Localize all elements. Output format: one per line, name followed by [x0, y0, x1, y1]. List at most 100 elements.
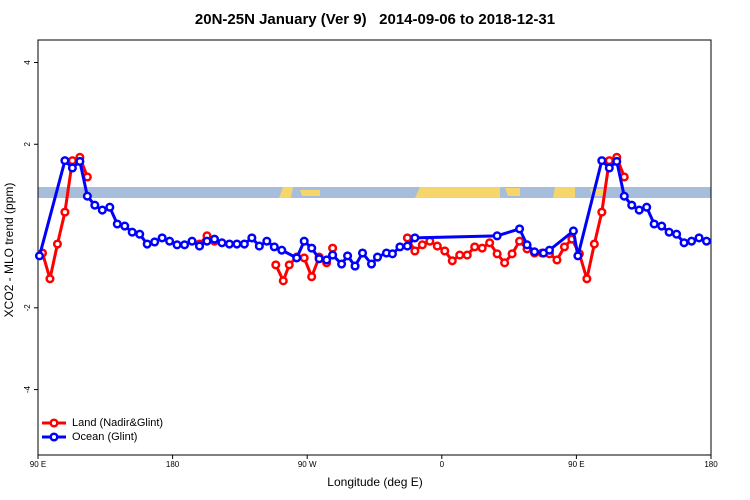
legend-label: Land (Nadir&Glint) [72, 417, 163, 429]
data-point [672, 229, 682, 239]
y-tick-label: 2 [23, 141, 32, 146]
data-point [157, 233, 167, 243]
plot-frame [37, 39, 712, 456]
data-point [194, 241, 205, 251]
data-point [529, 247, 540, 257]
data-point [247, 233, 257, 243]
data-point [447, 256, 457, 266]
data-point [500, 258, 510, 268]
data-point [515, 236, 525, 246]
data-point [410, 233, 420, 243]
data-point [322, 255, 332, 265]
data-point [432, 241, 442, 251]
data-point [582, 274, 592, 284]
data-point [417, 240, 427, 250]
data-point [271, 260, 281, 270]
data-point [337, 259, 347, 269]
data-point [395, 242, 405, 252]
data-point [343, 251, 353, 261]
data-point [679, 238, 689, 248]
data-point [657, 221, 667, 231]
data-point [604, 163, 614, 173]
data-point [202, 236, 212, 246]
legend-marker [49, 432, 59, 442]
data-point [307, 243, 317, 253]
x-tick-label: 180 [704, 460, 718, 469]
data-point [90, 200, 100, 210]
data-point [278, 276, 288, 286]
data-point [292, 253, 302, 263]
data-point [224, 239, 234, 249]
data-point [67, 163, 77, 173]
data-point [522, 240, 532, 250]
data-point [627, 200, 637, 210]
data-point [232, 239, 242, 249]
data-point [687, 236, 697, 246]
data-point [105, 202, 115, 212]
x-tick-label: 90 E [30, 460, 46, 469]
data-point [387, 249, 397, 259]
data-point [642, 202, 652, 212]
data-point [649, 219, 659, 229]
data-point [328, 243, 338, 253]
data-point [559, 242, 569, 252]
data-point [568, 226, 578, 236]
legend-marker [49, 418, 59, 428]
data-point [52, 239, 62, 249]
data-point [314, 254, 324, 264]
data-point [544, 245, 555, 255]
data-point [307, 272, 317, 282]
data-point [135, 229, 145, 239]
data-point [455, 250, 465, 260]
data-point [187, 236, 197, 246]
data-point [402, 241, 412, 251]
data-point [597, 207, 607, 217]
data-point [440, 246, 450, 256]
data-point [694, 233, 704, 243]
chart-title: 20N-25N January (Ver 9) 2014-09-06 to 20… [195, 11, 555, 28]
data-point [239, 239, 249, 249]
data-point [262, 236, 272, 246]
data-point [75, 156, 85, 166]
data-point [604, 156, 614, 166]
map-strip [38, 187, 711, 198]
data-point [34, 251, 45, 261]
data-point [299, 253, 309, 263]
data-point [597, 156, 607, 166]
data-point [552, 255, 562, 265]
data-point [619, 191, 629, 201]
data-point [470, 242, 480, 252]
data-point [60, 156, 70, 166]
data-point [701, 236, 712, 246]
data-point [127, 227, 137, 237]
x-tick-label: 180 [166, 460, 180, 469]
data-point [410, 246, 420, 256]
data-point [180, 240, 190, 250]
data-point [299, 236, 309, 246]
data-point [664, 227, 674, 237]
data-point [284, 260, 294, 270]
data-point [277, 245, 287, 255]
y-tick-label: -2 [23, 304, 32, 312]
data-point [589, 239, 599, 249]
y-tick-label: 4 [23, 60, 32, 65]
data-point [515, 224, 525, 234]
data-point [612, 156, 622, 166]
data-point [477, 243, 487, 253]
data-point [45, 274, 55, 284]
data-point [366, 259, 377, 269]
data-point [150, 237, 160, 247]
data-point [82, 191, 92, 201]
legend-label: Ocean (Glint) [72, 431, 137, 443]
data-point [492, 231, 502, 241]
data-point [217, 238, 227, 248]
data-point [172, 240, 182, 250]
x-tick-label: 90 W [298, 460, 317, 469]
data-point [634, 205, 644, 215]
data-point [492, 249, 502, 259]
x-axis-label: Longitude (deg E) [327, 475, 422, 489]
data-point [142, 239, 152, 249]
data-point [97, 205, 107, 215]
